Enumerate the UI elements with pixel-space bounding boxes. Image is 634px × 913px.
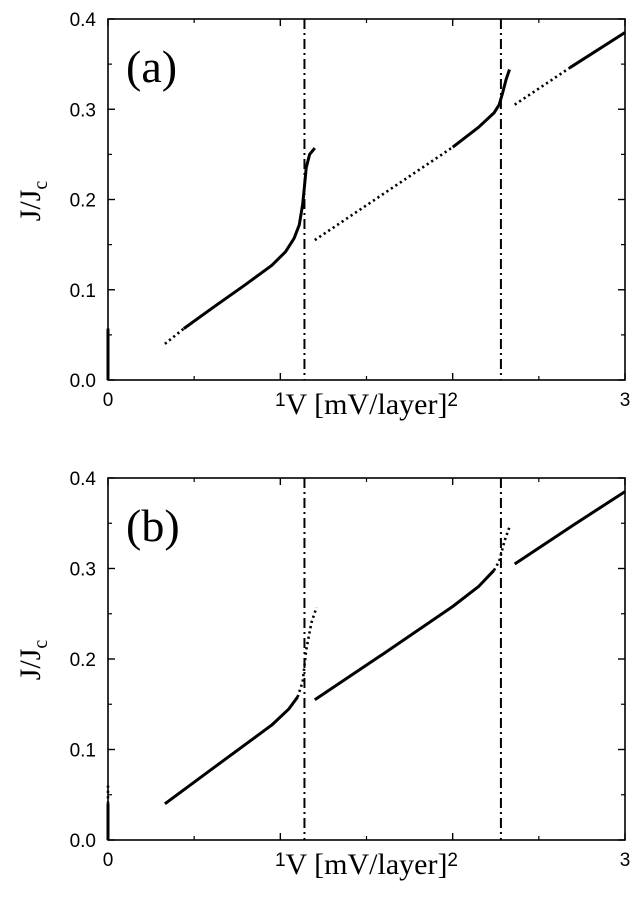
y-tick-label: 0.0 bbox=[70, 831, 96, 852]
y-tick-label: 0.3 bbox=[70, 100, 96, 121]
x-tick-label: 1 bbox=[275, 390, 286, 411]
series-segment-2 bbox=[164, 696, 299, 806]
y-tick-label: 0.4 bbox=[70, 10, 97, 31]
y-tick-label: 0.4 bbox=[70, 469, 97, 490]
series-segment-3 bbox=[296, 606, 318, 698]
y-tick-label: 0.1 bbox=[70, 281, 96, 302]
x-tick-label: 1 bbox=[275, 850, 286, 871]
y-tick-label: 0.0 bbox=[70, 371, 96, 392]
series-segment-6 bbox=[513, 490, 626, 566]
y-axis-label: J/Jc bbox=[14, 640, 52, 681]
x-axis-label: V [mV/layer] bbox=[286, 848, 448, 881]
chart-panel-b: 0 1 2 3 0.0 0.1 0.2 0.3 0.4 V [mV/layer] J/Jc (b) bbox=[14, 469, 630, 881]
series-segment-5 bbox=[492, 526, 511, 571]
chart-panel-a: 0 1 2 3 0.0 0.1 0.2 0.3 0.4 V [mV/layer] J/Jc (a) bbox=[14, 10, 630, 421]
panel-label: (a) bbox=[126, 41, 177, 92]
y-axis-label-subscript: c bbox=[30, 181, 52, 190]
x-tick-label: 0 bbox=[103, 390, 114, 411]
series-segment-5 bbox=[513, 66, 571, 106]
series-segment-2 bbox=[182, 147, 316, 330]
plot-frame bbox=[107, 477, 626, 841]
y-tick-label: 0.3 bbox=[70, 560, 96, 581]
series-segment-3 bbox=[314, 146, 454, 242]
x-tick-label: 3 bbox=[620, 390, 631, 411]
y-axis-label: J/Jc bbox=[14, 181, 52, 222]
y-tick-label: 0.1 bbox=[70, 741, 96, 762]
series-segment-4 bbox=[313, 569, 496, 701]
series-segment-6 bbox=[569, 31, 626, 69]
series-segment-4 bbox=[451, 69, 511, 149]
x-tick-label: 0 bbox=[103, 850, 114, 871]
x-tick-label: 2 bbox=[447, 850, 458, 871]
y-axis-label-main: J/J bbox=[14, 648, 47, 680]
y-tick-label: 0.2 bbox=[70, 650, 96, 671]
y-axis-label-subscript: c bbox=[30, 640, 52, 649]
x-axis-label: V [mV/layer] bbox=[286, 388, 448, 421]
panel-label: (b) bbox=[126, 500, 180, 551]
x-tick-label: 2 bbox=[447, 390, 458, 411]
series-segment-1 bbox=[164, 327, 185, 345]
x-tick-label: 3 bbox=[620, 850, 631, 871]
y-tick-label: 0.2 bbox=[70, 191, 96, 212]
y-axis-label-main: J/J bbox=[14, 189, 47, 221]
